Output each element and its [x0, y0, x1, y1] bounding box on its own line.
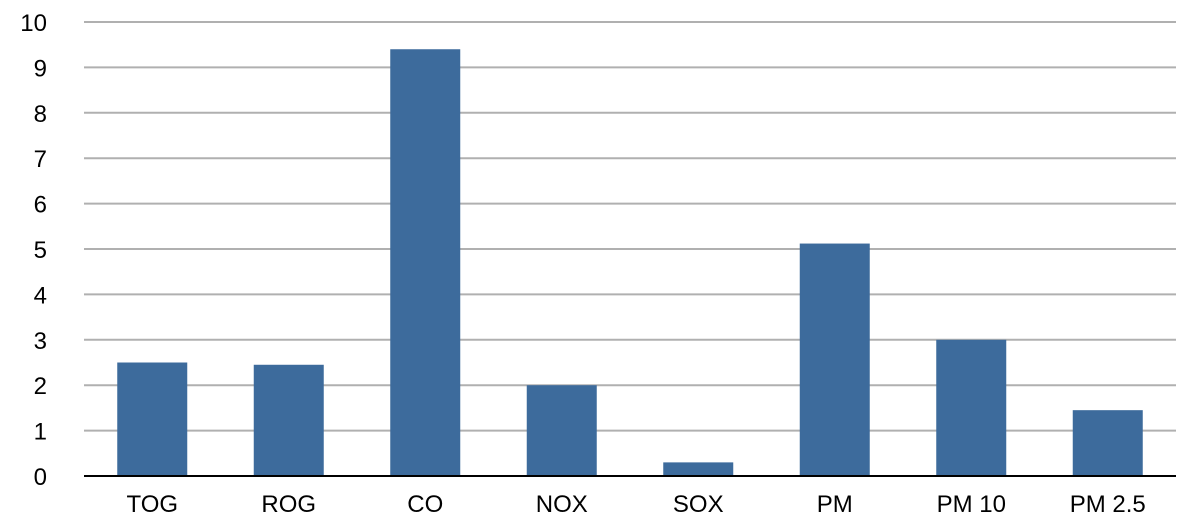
y-tick-label: 4	[34, 282, 47, 309]
x-tick-labels: TOG ROG CO NOX SOX PM PM 10 PM 2.5	[126, 491, 1145, 518]
y-tick-label: 0	[34, 464, 47, 491]
y-tick-label: 3	[34, 328, 47, 355]
gridlines	[84, 21, 1176, 432]
bar-tog	[117, 362, 188, 476]
bar-pm-25	[1072, 410, 1143, 476]
bar-nox	[526, 385, 597, 476]
y-tick-label: 8	[34, 101, 47, 128]
bar-pm	[799, 243, 870, 476]
y-tick-label: 7	[34, 146, 47, 173]
x-tick-label: NOX	[536, 491, 588, 518]
x-tick-label: TOG	[126, 491, 178, 518]
y-tick-labels: 0 1 2 3 4 5 6 7 8 9 10	[20, 10, 47, 491]
x-tick-label: PM 2.5	[1070, 491, 1146, 518]
bar-co	[390, 49, 461, 477]
y-tick-label: 6	[34, 192, 47, 219]
y-tick-label: 10	[20, 10, 47, 37]
y-tick-label: 9	[34, 55, 47, 82]
y-tick-label: 1	[34, 419, 47, 446]
x-tick-label: SOX	[673, 491, 724, 518]
y-tick-label: 2	[34, 373, 47, 400]
bar-sox	[663, 462, 734, 476]
y-tick-label: 5	[34, 237, 47, 264]
x-tick-label: ROG	[261, 491, 316, 518]
bars	[117, 49, 1143, 477]
bar-rog	[253, 364, 324, 476]
x-tick-label: CO	[407, 491, 443, 518]
x-tick-label: PM 10	[937, 491, 1006, 518]
bar-pm-10	[936, 339, 1007, 476]
x-tick-label: PM	[817, 491, 853, 518]
